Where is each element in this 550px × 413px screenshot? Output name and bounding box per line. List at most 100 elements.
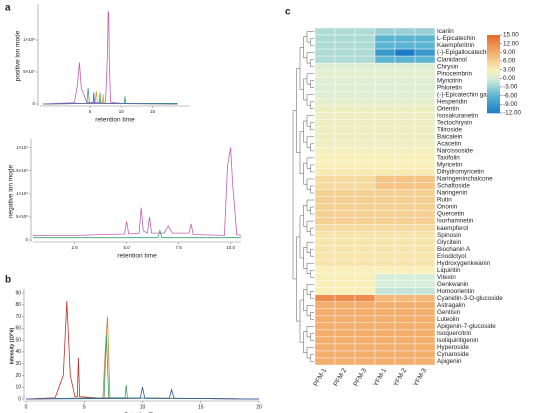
heatmap-cell [354, 76, 376, 85]
heatmap-cell [374, 343, 396, 352]
dendrogram-branch [310, 59, 314, 67]
dendrogram-branch [299, 215, 304, 259]
heatmap-cell [314, 133, 336, 141]
heatmap-cell [354, 315, 376, 324]
heatmap-cell [414, 105, 436, 113]
heatmap-cell [394, 252, 416, 260]
heatmap-cell [354, 34, 376, 43]
heatmap-cell [314, 83, 336, 92]
heatmap-cell [414, 154, 436, 162]
row-label: Orientin [437, 105, 460, 112]
dendrogram-branch [310, 185, 314, 194]
heatmap-cell [354, 203, 376, 211]
dendrogram-branch [292, 110, 297, 280]
row-label: Glycitein [437, 239, 462, 246]
heatmap-cell [314, 315, 336, 324]
heatmap-cell [414, 329, 436, 338]
heatmap-cell [354, 27, 376, 36]
heatmap-cell [354, 140, 376, 148]
row-label: Schaftoside [437, 183, 470, 190]
heatmap-cell [314, 322, 336, 331]
colorbar-slice [487, 68, 500, 71]
colorbar-slice [487, 56, 500, 59]
heatmap-cell [374, 126, 396, 134]
colorbar-slice [487, 52, 500, 55]
y-tick-label: 0 [25, 237, 28, 242]
heatmap-cell [354, 343, 376, 352]
heatmap-cell [374, 350, 396, 359]
heatmap-cell [374, 34, 396, 43]
row-label: (-)-Epigallocatechin [437, 49, 492, 56]
heatmap-cell [374, 294, 396, 303]
heatmap-cell [334, 336, 356, 345]
colorbar-slice [487, 79, 500, 83]
colorbar-slice [487, 60, 500, 63]
heatmap-cell [414, 119, 436, 127]
heatmap-cell [314, 140, 336, 148]
heatmap-cell [334, 62, 356, 71]
heatmap-cell [314, 217, 336, 225]
heatmap-cell [314, 126, 336, 134]
line-series [25, 316, 260, 400]
heatmap-cell [334, 90, 356, 99]
heatmap-cell [394, 217, 416, 225]
heatmap-cell [374, 266, 396, 274]
x-tick-label: 15 [198, 404, 204, 410]
row-label: Naringenin [437, 190, 468, 197]
y-axis-title: negative ion mode [8, 165, 15, 219]
line-series [25, 387, 260, 400]
heatmap-cell [394, 259, 416, 267]
row-label: Gentisin [437, 309, 461, 316]
heatmap-cell [334, 301, 356, 310]
heatmap-cell [314, 301, 336, 310]
heatmap-cell [314, 203, 336, 211]
row-label: Narcissoside [437, 148, 474, 155]
heatmap-cell [374, 329, 396, 338]
row-label: kaempferol [437, 225, 468, 232]
dendrogram-branch [303, 162, 307, 185]
colorbar-slice [487, 40, 500, 44]
y-tick-label: 90 [15, 290, 21, 296]
heatmap-cell [374, 231, 396, 239]
heatmap-cell [334, 224, 356, 232]
heatmap-cell [314, 210, 336, 218]
row-label: Acacetin [437, 141, 462, 148]
heatmap-cell [394, 196, 416, 204]
heatmap-cell [334, 133, 356, 141]
heatmap-cell [394, 329, 416, 338]
heatmap-cell [334, 343, 356, 352]
dendrogram-branch [310, 291, 314, 299]
colorbar-label: 3.00 [503, 66, 516, 73]
x-tick-label: 5.0 [123, 245, 130, 250]
heatmap-cell [334, 175, 356, 183]
colorbar-slice [487, 54, 500, 57]
row-label: Clanidanol [437, 56, 467, 63]
heatmap-cell [374, 55, 396, 64]
line-series [25, 301, 260, 400]
heatmap-cell [314, 98, 336, 106]
heatmap-cell [314, 90, 336, 99]
heatmap-cell [374, 182, 396, 190]
heatmap-cell [314, 231, 336, 239]
heatmap-cell [354, 224, 376, 232]
heatmap-cell [394, 287, 416, 295]
heatmap-cell [394, 147, 416, 155]
heatmap-cell [354, 147, 376, 155]
colorbar-slice [487, 81, 500, 85]
heatmap-cell [354, 119, 376, 127]
dendrogram-branch [310, 227, 314, 236]
heatmap-cell [374, 322, 396, 331]
heatmap-cell [394, 266, 416, 274]
colorbar-slice [487, 58, 500, 61]
heatmap-cell [374, 168, 396, 176]
heatmap-cell [414, 294, 436, 303]
heatmap-cell [394, 315, 416, 324]
heatmap-cell [414, 196, 436, 204]
heatmap-cell [354, 280, 376, 288]
row-label: Luteolin [437, 316, 460, 323]
heatmap-cell [314, 182, 336, 190]
heatmap-cell [334, 266, 356, 274]
heatmap-cell [414, 69, 436, 78]
dendrogram-branch [303, 247, 307, 269]
heatmap-cell [374, 336, 396, 345]
